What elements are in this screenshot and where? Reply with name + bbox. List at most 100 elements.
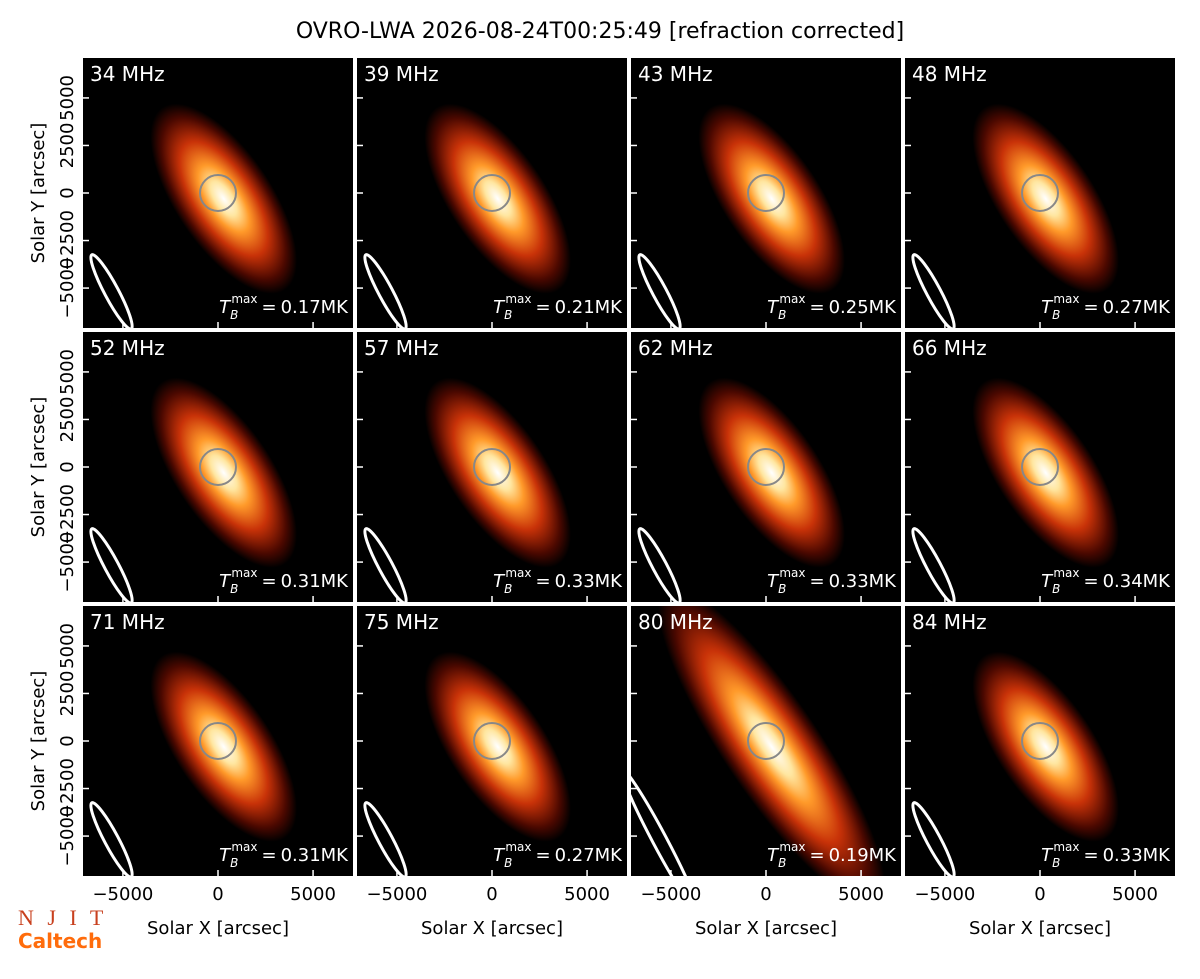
tb-symbol: T (767, 297, 780, 318)
emission (658, 606, 886, 876)
x-tick-label: 0 (212, 884, 223, 905)
solar-disk (1021, 722, 1059, 760)
solar-disk (747, 722, 785, 760)
beam (911, 253, 956, 328)
y-tick-label: −2500 (57, 758, 78, 819)
panel-image (83, 58, 353, 328)
tb-annotation: TBmax = 0.33MK (1041, 840, 1171, 870)
tb-sup: max (1053, 840, 1079, 854)
tb-eq: = (261, 845, 276, 866)
tb-sup: max (231, 840, 257, 854)
freq-label: 34 MHz (90, 62, 165, 86)
tb-sup: max (1053, 292, 1079, 306)
solar-disk (473, 448, 511, 486)
tb-eq: = (535, 845, 550, 866)
emission (150, 377, 297, 568)
panel: 43 MHz TBmax = 0.25MK (631, 58, 901, 328)
solar-disk (199, 722, 237, 760)
tb-symbol: T (1041, 571, 1054, 592)
y-tick-label: 0 (57, 735, 78, 746)
tb-eq: = (809, 571, 824, 592)
solar-disk (473, 722, 511, 760)
tb-value: 0.31MK (281, 571, 350, 592)
emission (150, 651, 297, 842)
y-tick-label: −5000 (57, 258, 78, 319)
panel-image (631, 606, 901, 876)
panel: 39 MHz TBmax = 0.21MK (357, 58, 627, 328)
tb-symbol: T (219, 845, 232, 866)
y-tick-label: 5000 (57, 623, 78, 669)
y-tick-label: −2500 (57, 484, 78, 545)
tb-value: 0.33MK (1103, 845, 1172, 866)
y-tick-label: 2500 (57, 397, 78, 443)
emission (972, 377, 1119, 568)
tb-sub: B (504, 856, 512, 870)
panel-image (357, 606, 627, 876)
tb-eq: = (809, 297, 824, 318)
freq-label: 43 MHz (638, 62, 713, 86)
x-axis-label: Solar X [arcsec] (421, 918, 563, 939)
y-tick-label: 0 (57, 187, 78, 198)
solar-disk (747, 448, 785, 486)
solar-disk (473, 174, 511, 212)
tb-annotation: TBmax = 0.19MK (767, 840, 897, 870)
tb-eq: = (261, 297, 276, 318)
emission (424, 103, 571, 294)
tb-sub: B (230, 308, 238, 322)
tb-value: 0.21MK (555, 297, 624, 318)
tb-value: 0.25MK (829, 297, 898, 318)
y-tick-label: 2500 (57, 671, 78, 717)
emission (424, 651, 571, 842)
solar-disk (199, 174, 237, 212)
freq-label: 75 MHz (364, 610, 439, 634)
panel-image (905, 332, 1175, 602)
freq-label: 84 MHz (912, 610, 987, 634)
tb-value: 0.33MK (555, 571, 624, 592)
tb-sup: max (1053, 566, 1079, 580)
x-axis-label: Solar X [arcsec] (969, 918, 1111, 939)
panel-image (905, 58, 1175, 328)
x-tick-label: −5000 (640, 884, 701, 905)
tb-symbol: T (493, 571, 506, 592)
tb-value: 0.27MK (555, 845, 624, 866)
tb-sub: B (778, 582, 786, 596)
logo-caltech: Caltech (18, 929, 102, 953)
beam (89, 527, 134, 602)
y-tick-label: 5000 (57, 75, 78, 121)
x-tick-label: 0 (486, 884, 497, 905)
x-tick-label: 0 (1034, 884, 1045, 905)
freq-label: 66 MHz (912, 336, 987, 360)
freq-label: 71 MHz (90, 610, 165, 634)
freq-label: 48 MHz (912, 62, 987, 86)
y-tick-label: 0 (57, 461, 78, 472)
tb-annotation: TBmax = 0.25MK (767, 292, 897, 322)
beam (631, 767, 700, 876)
tb-sub: B (1052, 308, 1060, 322)
beam (363, 253, 408, 328)
emission (972, 651, 1119, 842)
freq-label: 39 MHz (364, 62, 439, 86)
tb-symbol: T (493, 297, 506, 318)
chart-title: OVRO-LWA 2026-08-24T00:25:49 [refraction… (296, 19, 904, 44)
beam (89, 253, 134, 328)
tb-symbol: T (219, 297, 232, 318)
tb-eq: = (1083, 571, 1098, 592)
tb-eq: = (535, 571, 550, 592)
x-tick-label: 5000 (838, 884, 884, 905)
freq-label: 57 MHz (364, 336, 439, 360)
tb-sub: B (778, 308, 786, 322)
panel: 57 MHz TBmax = 0.33MK (357, 332, 627, 602)
tb-annotation: TBmax = 0.33MK (493, 566, 623, 596)
beam (911, 527, 956, 602)
tb-annotation: TBmax = 0.34MK (1041, 566, 1171, 596)
tb-eq: = (1083, 297, 1098, 318)
tb-value: 0.27MK (1103, 297, 1172, 318)
tb-annotation: TBmax = 0.33MK (767, 566, 897, 596)
panel-image (83, 332, 353, 602)
logo-njit: N J I T (18, 905, 107, 930)
x-tick-label: −5000 (914, 884, 975, 905)
